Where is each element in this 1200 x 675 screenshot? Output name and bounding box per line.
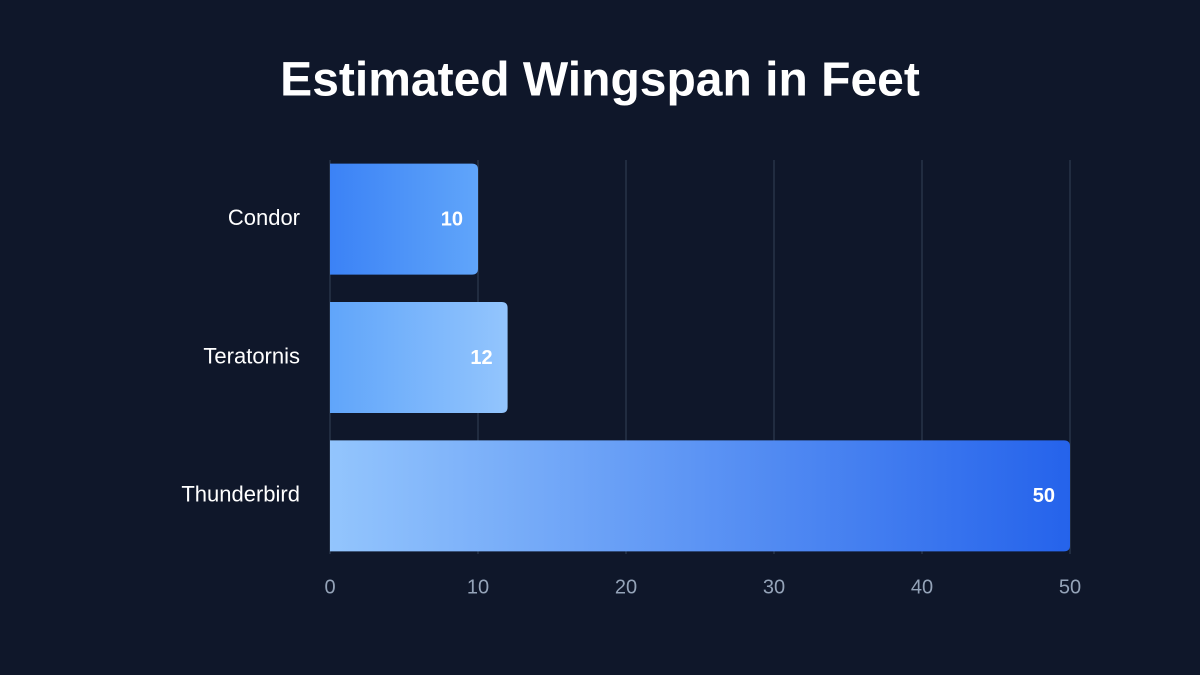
x-tick-label: 40 bbox=[911, 576, 933, 598]
x-tick-label: 20 bbox=[615, 576, 637, 598]
y-tick-label: Teratornis bbox=[203, 343, 300, 368]
x-tick-label: 50 bbox=[1059, 576, 1081, 598]
bar bbox=[330, 302, 508, 413]
value-label: 10 bbox=[441, 208, 463, 230]
y-tick-label: Condor bbox=[228, 205, 300, 230]
bar bbox=[330, 163, 478, 275]
value-label: 12 bbox=[470, 347, 492, 369]
value-label: 50 bbox=[1033, 485, 1055, 507]
x-tick-label: 30 bbox=[763, 576, 785, 598]
x-tick-label: 0 bbox=[324, 576, 335, 598]
bar bbox=[330, 440, 1070, 552]
x-tick-label: 10 bbox=[467, 576, 489, 598]
chart-title: Estimated Wingspan in Feet bbox=[280, 54, 920, 107]
y-tick-label: Thunderbird bbox=[181, 482, 300, 507]
